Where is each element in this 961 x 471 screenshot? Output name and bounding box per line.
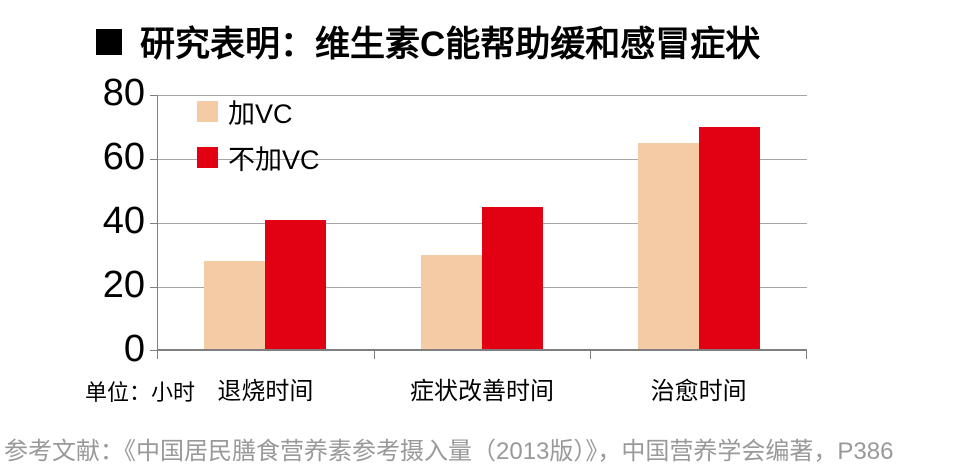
x-axis-tick [590, 351, 591, 359]
y-axis-tick [150, 223, 157, 224]
y-axis-tick-label: 20 [102, 264, 145, 306]
y-axis-line [157, 95, 158, 358]
slide-title: 研究表明：维生素C能帮助缓和感冒症状 [96, 16, 760, 67]
legend-label-without-vc: 不加VC [228, 144, 320, 175]
y-axis-tick-label: 0 [123, 328, 145, 370]
bar-without-vc [699, 127, 760, 351]
chart-legend: 加VC 不加VC [197, 95, 320, 187]
y-axis-tick-label: 40 [102, 200, 145, 242]
y-axis-tick [150, 95, 157, 96]
bar-without-vc [265, 220, 326, 351]
x-axis-line [157, 349, 807, 351]
x-axis-tick [374, 351, 375, 359]
unit-label: 单位：小时 [85, 380, 196, 405]
legend-label-with-vc: 加VC [228, 98, 293, 129]
y-axis-tick [150, 287, 157, 288]
x-category-label: 治愈时间 [650, 378, 747, 405]
y-axis-tick [150, 350, 157, 351]
legend-item-without-vc: 不加VC [197, 141, 320, 175]
gridline-60 [157, 159, 807, 160]
bar-with-vc [421, 255, 482, 351]
gridline-80 [157, 95, 807, 96]
y-axis-tick-label: 80 [102, 72, 145, 114]
citation-text: 参考文献：《中国居民膳食营养素参考摄入量（2013版）》，中国营养学会编著，P3… [4, 438, 894, 465]
bar-with-vc [638, 143, 699, 351]
bar-without-vc [482, 207, 543, 351]
x-axis-tick [157, 351, 158, 359]
plot-area [150, 95, 807, 359]
legend-item-with-vc: 加VC [197, 95, 320, 129]
bar-with-vc [204, 261, 265, 351]
title-bullet-square-icon [96, 28, 122, 55]
y-axis-tick [150, 159, 157, 160]
legend-swatch-without-vc-icon [197, 146, 218, 168]
y-axis-tick-label: 60 [102, 136, 145, 178]
x-category-label: 症状改善时间 [410, 378, 554, 405]
x-axis-tick [806, 351, 807, 359]
slide-title-text: 研究表明：维生素C能帮助缓和感冒症状 [140, 25, 761, 64]
x-category-label: 退烧时间 [217, 378, 314, 405]
legend-swatch-with-vc-icon [197, 100, 218, 122]
